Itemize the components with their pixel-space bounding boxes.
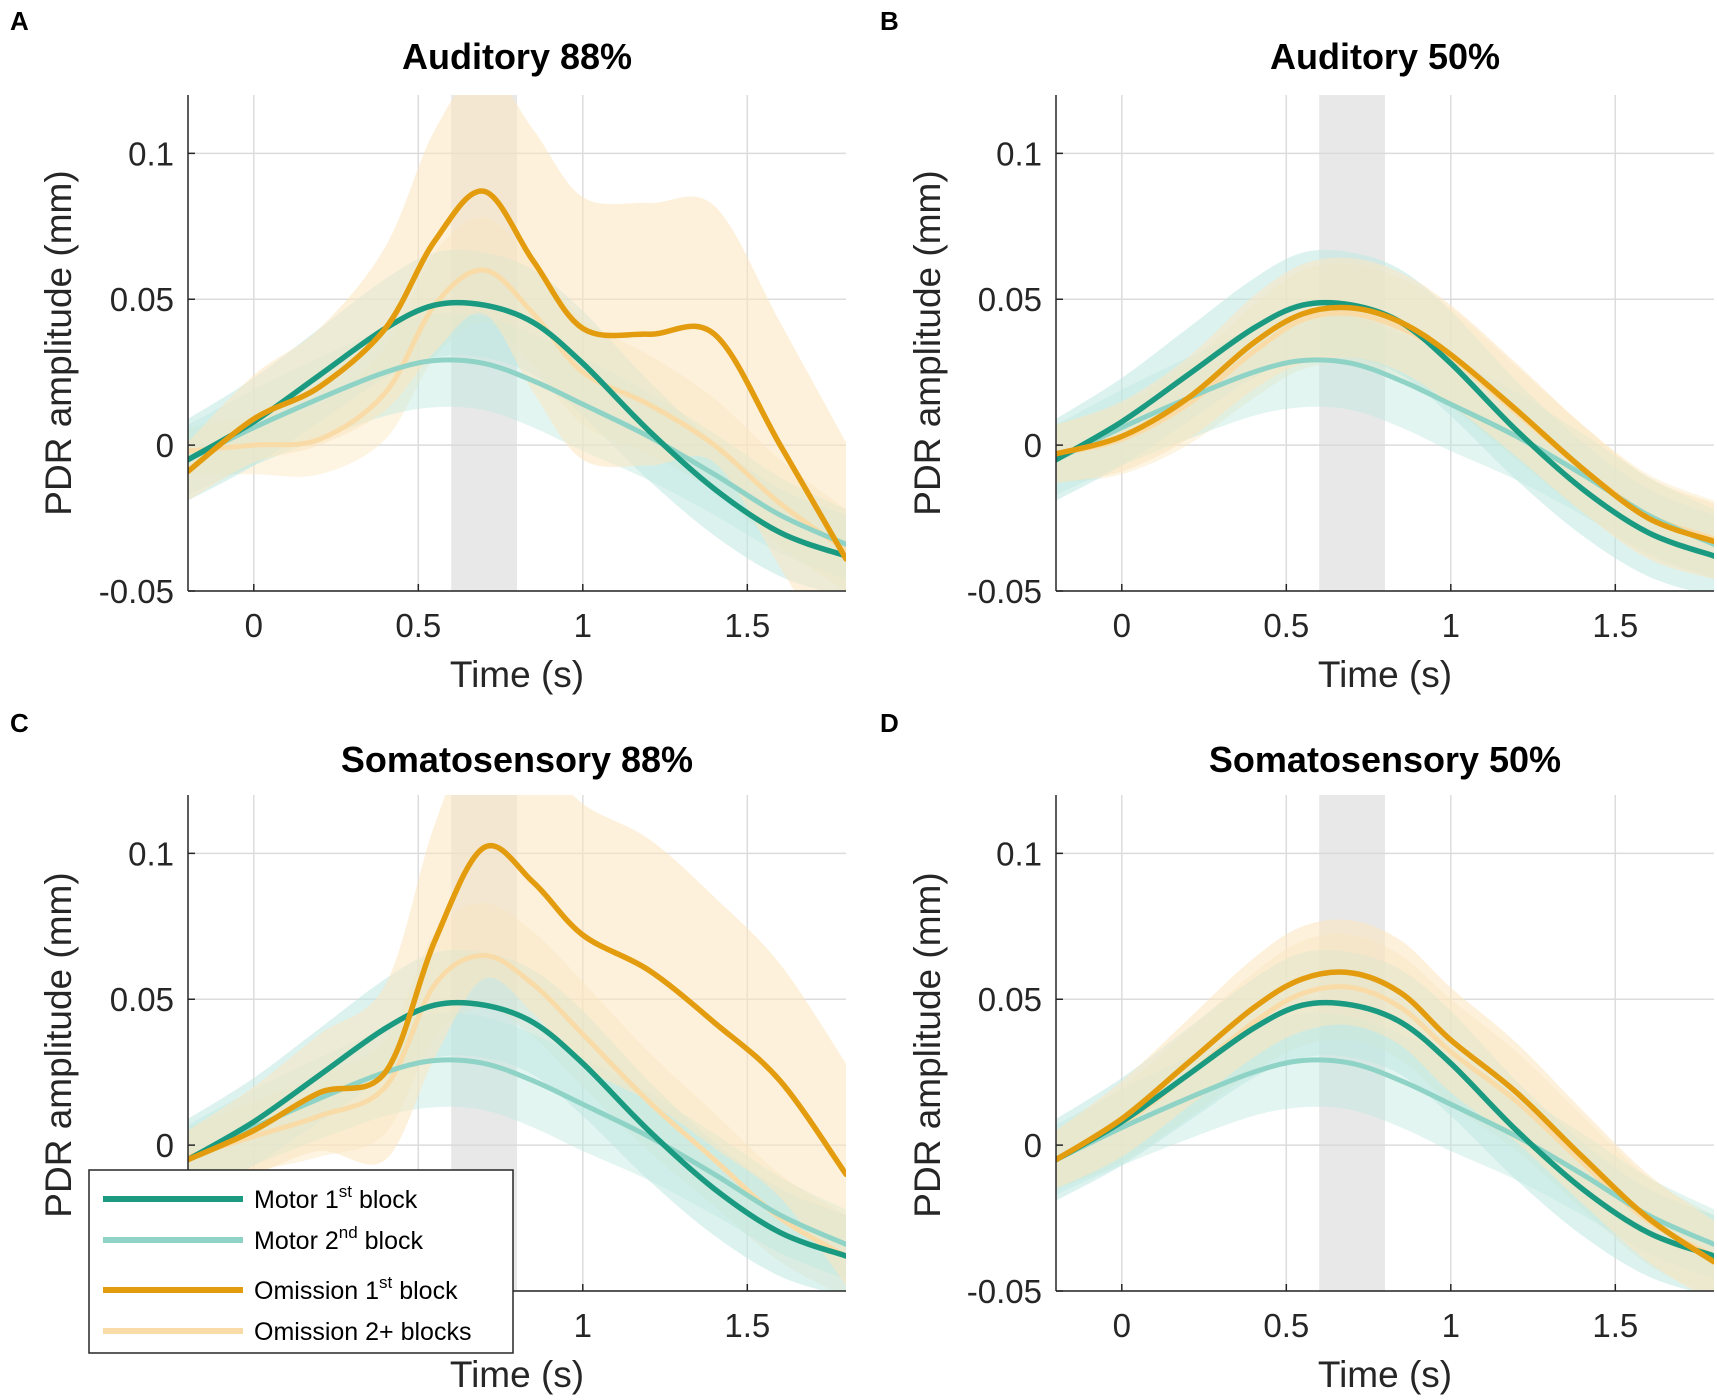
y-axis-label: PDR amplitude (mm): [907, 170, 948, 515]
x-tick-label: 1: [1442, 1307, 1460, 1344]
x-axis-label: Time (s): [1318, 1354, 1452, 1395]
x-tick-label: 0: [245, 607, 263, 644]
y-tick-label: -0.05: [967, 1273, 1042, 1310]
confidence-band-omission_1st: [188, 795, 846, 1286]
x-tick-label: 1.5: [724, 1307, 770, 1344]
y-tick-label: 0.1: [128, 135, 174, 172]
series-line-omission_1st: [1056, 969, 1714, 1265]
legend-label: Omission 2+ blocks: [254, 1318, 471, 1346]
panel-letter: C: [10, 708, 29, 738]
legend-label-after: block: [392, 1277, 458, 1305]
y-tick-label: 0.05: [978, 981, 1042, 1018]
panel-auditory-88: A Auditory 88% 0 0.5 1 1.5 -0.05 0 0.05 0.1 Tim…: [10, 6, 846, 695]
y-axis-label: PDR amplitude (mm): [38, 872, 79, 1217]
series-group: [188, 95, 846, 591]
series-line-omission_2plus: [188, 953, 846, 1259]
series-line-motor_2nd: [188, 357, 846, 547]
y-axis-label: PDR amplitude (mm): [38, 170, 79, 515]
chart-title: Auditory 88%: [402, 36, 632, 77]
x-tick-label: 0.5: [395, 607, 441, 644]
legend-label-base: Omission 1: [254, 1277, 379, 1305]
panel-letter: B: [880, 6, 899, 36]
y-tick-label: 0.1: [996, 135, 1042, 172]
confidence-band-omission_1st: [1056, 919, 1714, 1291]
x-tick-label: 1.5: [724, 607, 770, 644]
y-tick-label: 0: [1024, 1127, 1042, 1164]
y-tick-label: 0.05: [978, 281, 1042, 318]
series-line-omission_1st: [188, 188, 846, 562]
y-tick-label: 0: [1024, 427, 1042, 464]
y-tick-label: 0.1: [996, 835, 1042, 872]
series-line-motor_1st: [1056, 999, 1714, 1259]
panel-letter: D: [880, 708, 899, 738]
series-line-motor_2nd: [188, 1057, 846, 1247]
legend-label-base: Motor 1: [254, 1186, 339, 1214]
legend-item: Omission 1st block: [103, 1273, 458, 1305]
x-tick-label: 0: [1113, 607, 1131, 644]
legend-label-sup: st: [339, 1182, 353, 1201]
x-axis-label: Time (s): [450, 1354, 584, 1395]
confidence-band-omission_1st: [188, 95, 846, 591]
legend-item: Omission 2+ blocks: [103, 1318, 471, 1346]
panel-somatosensory-50: D Somatosensory 50% 0 0.5 1 1.5 -0.05 0 0.05 0.…: [880, 708, 1714, 1395]
x-tick-label: 0: [1113, 1307, 1131, 1344]
chart-title: Somatosensory 50%: [1209, 739, 1561, 780]
series-line-omission_1st: [188, 842, 846, 1178]
x-axis-label: Time (s): [450, 654, 584, 695]
legend-label-after: block: [358, 1227, 424, 1255]
x-tick-label: 1.5: [1592, 1307, 1638, 1344]
y-tick-label: 0.05: [110, 981, 174, 1018]
x-tick-label: 0.5: [1263, 1307, 1309, 1344]
y-axis-label: PDR amplitude (mm): [907, 872, 948, 1217]
y-tick-label: 0: [156, 427, 174, 464]
series-group: [1056, 919, 1714, 1291]
x-tick-label: 1: [1442, 607, 1460, 644]
legend-label-sup: nd: [339, 1223, 358, 1242]
legend-item: Motor 2nd block: [103, 1223, 423, 1255]
legend-label: Omission 1st block: [254, 1273, 458, 1305]
series-line-omission_1st: [1056, 304, 1714, 545]
confidence-band-omission_1st: [1056, 257, 1714, 580]
y-tick-label: 0: [156, 1127, 174, 1164]
legend-label-sup: st: [379, 1273, 393, 1292]
series-line-motor_1st: [188, 299, 846, 559]
panel-somatosensory-88: C Somatosensory 88% 00.511.5-0.0500.050.…: [10, 708, 846, 1395]
series-line-motor_1st: [188, 999, 846, 1259]
chart-title: Somatosensory 88%: [341, 739, 693, 780]
x-tick-label: 1: [574, 1307, 592, 1344]
y-tick-label: 0.1: [128, 835, 174, 872]
series-group: [188, 795, 846, 1291]
y-tick-label: -0.05: [967, 573, 1042, 610]
x-tick-label: 1: [574, 607, 592, 644]
legend-label-base: Omission 2+ blocks: [254, 1318, 471, 1346]
legend-label-after: block: [352, 1186, 418, 1214]
series-line-motor_2nd: [1056, 1057, 1714, 1247]
series-group: [1056, 249, 1714, 591]
x-axis-label: Time (s): [1318, 654, 1452, 695]
x-tick-label: 1.5: [1592, 607, 1638, 644]
legend: Motor 1st block Motor 2nd block Omission…: [88, 1169, 514, 1354]
y-tick-label: 0.05: [110, 281, 174, 318]
chart-title: Auditory 50%: [1270, 36, 1500, 77]
x-tick-label: 0.5: [1263, 607, 1309, 644]
panel-letter: A: [10, 6, 29, 36]
legend-item: Motor 1st block: [103, 1182, 418, 1214]
legend-label-base: Motor 2: [254, 1227, 339, 1255]
panel-auditory-50: B Auditory 50% 0 0.5 1 1.5 -0.05 0 0.05 0.1 Tim…: [880, 6, 1714, 695]
series-line-omission_2plus: [188, 267, 846, 553]
legend-label: Motor 2nd block: [254, 1223, 423, 1255]
legend-label: Motor 1st block: [254, 1182, 418, 1214]
y-tick-label: -0.05: [99, 573, 174, 610]
